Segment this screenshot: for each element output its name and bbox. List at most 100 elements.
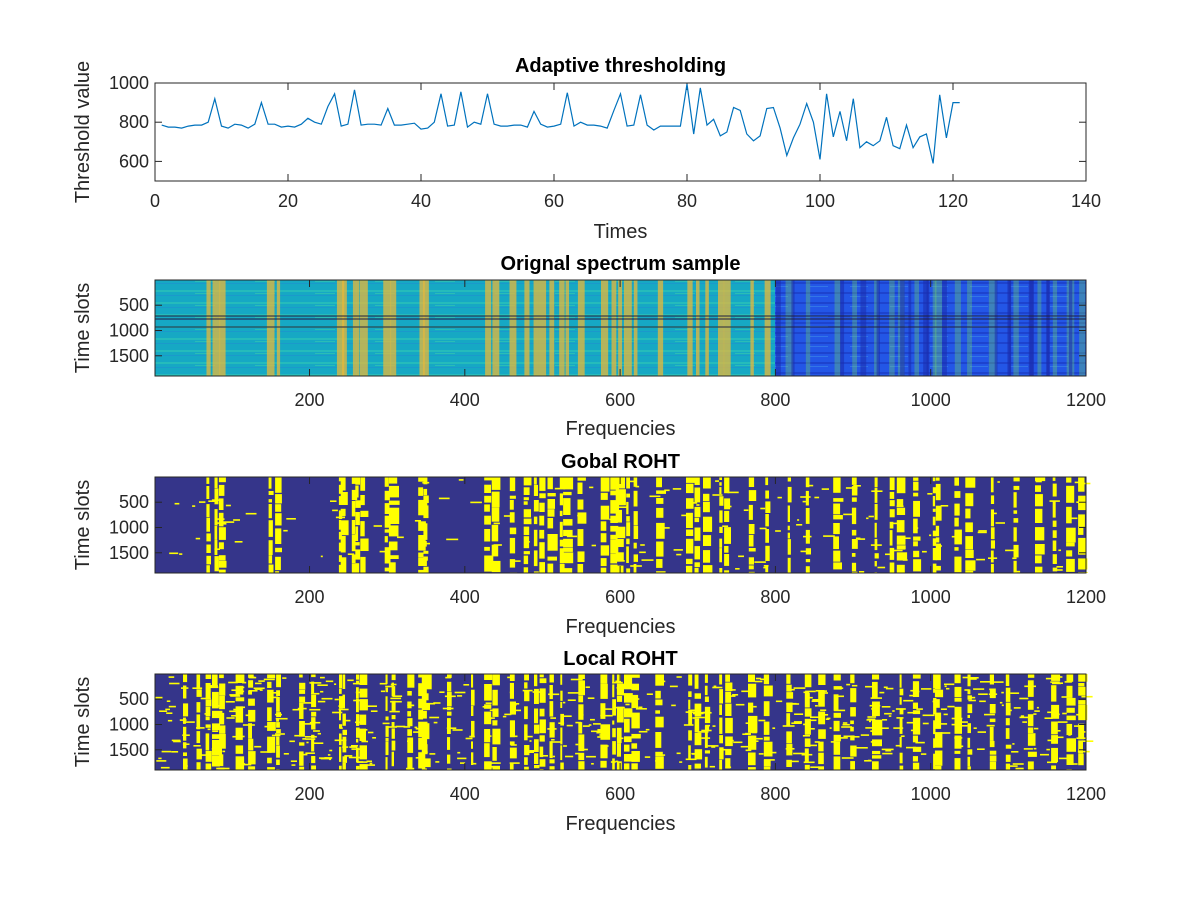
occupied-segment	[205, 699, 212, 707]
occupied-dash	[590, 718, 595, 721]
occupied-segment	[694, 477, 700, 485]
occupied-dash	[866, 517, 869, 520]
occupied-dash	[232, 735, 242, 738]
plot-area-frame	[154, 82, 1087, 182]
occupied-segment	[218, 560, 227, 568]
occupied-dash	[421, 684, 427, 687]
occupied-segment	[219, 725, 226, 734]
y-tick-label: 1000	[109, 715, 149, 735]
occupied-segment	[509, 674, 515, 681]
occupied-segment	[339, 674, 342, 689]
occupied-segment	[889, 530, 893, 546]
local-roht-panel: Local ROHT 200 400 600 800 1000 1200 50010001…	[72, 648, 1106, 835]
occupied-segment	[533, 516, 538, 525]
occupied-dash	[988, 693, 998, 695]
occupied-segment	[763, 741, 773, 757]
occupied-segment	[694, 562, 700, 568]
occupied-dash	[329, 749, 333, 752]
occupied-dash	[614, 511, 622, 514]
occupied-dash	[502, 715, 507, 718]
occupied-segment	[655, 716, 664, 728]
occupied-segment	[205, 733, 210, 751]
occupied-segment	[342, 729, 347, 736]
occupied-segment	[688, 765, 692, 770]
occupied-segment	[339, 688, 342, 694]
occupied-segment	[631, 751, 640, 762]
occupied-dash	[912, 690, 920, 693]
occupied-dash	[892, 710, 895, 712]
occupied-dash	[969, 494, 973, 496]
occupied-dash	[179, 553, 183, 555]
occupied-segment	[850, 720, 854, 725]
occupied-dash	[457, 695, 463, 697]
occupied-segment	[833, 498, 844, 502]
occupied-segment	[719, 568, 723, 573]
occupied-segment	[276, 736, 280, 746]
occupied-segment	[1066, 506, 1072, 524]
occupied-dash	[865, 727, 873, 729]
occupied-dash	[599, 734, 605, 736]
occupied-dash	[591, 763, 594, 765]
occupied-dash	[745, 722, 753, 724]
occupied-dash	[656, 682, 662, 685]
occupied-dash	[158, 757, 162, 760]
occupied-dash	[334, 698, 339, 701]
occupied-dash	[826, 717, 831, 720]
x-tick-label: 400	[450, 587, 480, 607]
occupied-dash	[361, 740, 368, 743]
occupied-dash	[558, 722, 565, 724]
occupied-segment	[218, 569, 226, 573]
occupied-segment	[563, 491, 572, 496]
occupied-segment	[385, 687, 388, 693]
occupied-segment	[967, 695, 972, 700]
occupied-dash	[504, 713, 512, 716]
occupied-dash	[596, 731, 606, 734]
occupied-segment	[989, 761, 997, 770]
occupied-dash	[754, 737, 763, 740]
occupied-segment	[933, 688, 936, 693]
occupied-segment	[360, 510, 369, 517]
occupied-segment	[725, 758, 731, 769]
occupied-dash	[245, 714, 254, 717]
occupied-segment	[899, 717, 903, 734]
occupied-segment	[533, 571, 539, 573]
x-ticks: 200 400 600 800 1000 1200	[294, 280, 1106, 410]
occupied-dash	[763, 759, 775, 761]
occupied-dash	[685, 711, 695, 713]
occupied-segment	[418, 557, 427, 566]
occupied-dash	[415, 757, 425, 759]
occupied-dash	[1045, 677, 1056, 680]
occupied-segment	[616, 695, 623, 702]
y-axis-label: Time slots	[72, 480, 94, 570]
occupied-segment	[205, 724, 211, 728]
x-tick-label: 40	[411, 191, 431, 211]
occupied-dash	[174, 502, 180, 505]
y-axis-label: Time slots	[72, 283, 94, 373]
occupied-segment	[547, 518, 554, 529]
chart-title: Gobal ROHT	[561, 451, 680, 473]
occupied-segment	[616, 674, 621, 682]
occupied-segment	[833, 515, 843, 520]
occupied-dash	[842, 722, 848, 724]
occupied-segment	[578, 761, 585, 770]
occupied-dash	[973, 688, 985, 690]
occupied-segment	[533, 529, 538, 547]
y-tick-label: 1000	[109, 73, 149, 93]
occupied-segment	[205, 683, 211, 700]
occupied-segment	[656, 541, 664, 557]
occupied-dash	[311, 692, 320, 695]
occupied-segment	[631, 712, 640, 729]
occupied-segment	[423, 523, 428, 540]
occupied-segment	[610, 564, 618, 573]
occupied-segment	[183, 703, 189, 717]
occupied-dash	[385, 685, 393, 688]
occupied-segment	[360, 521, 365, 537]
occupied-dash	[524, 751, 534, 753]
occupied-segment	[1013, 560, 1017, 573]
spectrum-band	[657, 280, 664, 376]
occupied-dash	[810, 766, 820, 768]
occupied-segment	[748, 548, 756, 552]
occupied-dash	[977, 731, 986, 733]
occupied-dash	[962, 676, 970, 679]
